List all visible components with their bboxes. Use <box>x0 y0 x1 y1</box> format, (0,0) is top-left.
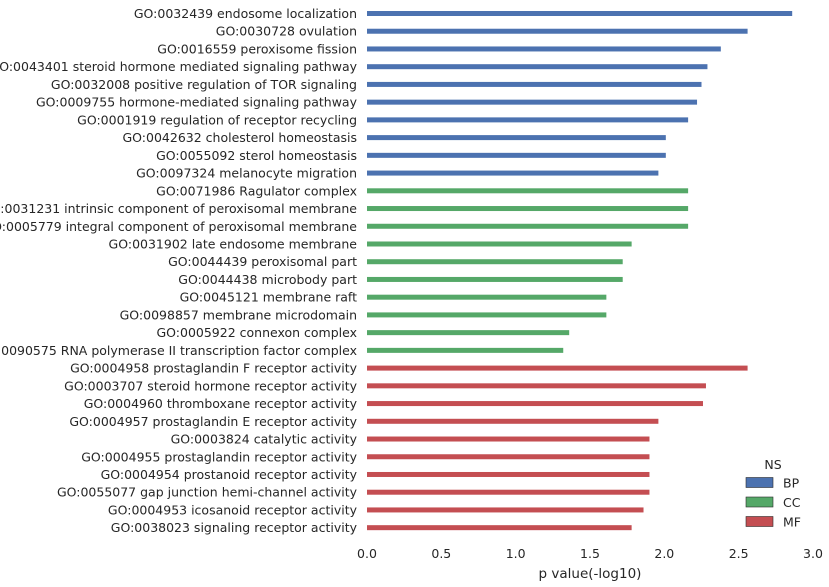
bar-mf <box>367 401 703 407</box>
bar-cc <box>367 223 689 229</box>
category-label: GO:0044438 microbody part <box>178 272 357 287</box>
x-tick-label: 1.0 <box>506 546 526 561</box>
x-tick-label: 2.5 <box>729 546 749 561</box>
bar-cc <box>367 188 689 194</box>
category-label: GO:0004960 thromboxane receptor activity <box>84 396 358 411</box>
category-label: GO:0031902 late endosome membrane <box>109 236 358 251</box>
category-label: GO:0098857 membrane microdomain <box>120 307 357 322</box>
category-label: GO:0055077 gap junction hemi-channel act… <box>57 485 358 500</box>
x-tick-label: 0.5 <box>431 546 451 561</box>
bar-bp <box>367 99 698 105</box>
category-label: GO:0004958 prostaglandin F receptor acti… <box>70 361 358 376</box>
category-label: GO:0042632 cholesterol homeostasis <box>123 130 358 145</box>
category-label: GO:0071986 Ragulator complex <box>156 183 357 198</box>
category-label: GO:0003707 steroid hormone receptor acti… <box>64 378 357 393</box>
bar-cc <box>367 330 570 336</box>
x-tick-label: 1.5 <box>580 546 600 561</box>
category-label: GO:0004953 icosanoid receptor activity <box>108 502 358 517</box>
bar-mf <box>367 365 748 371</box>
category-label: GO:0005779 integral component of peroxis… <box>0 219 357 234</box>
category-label: GO:0016559 peroxisome fission <box>157 41 357 56</box>
category-label: GO:0001919 regulation of receptor recycl… <box>77 112 357 127</box>
category-label: GO:0032008 positive regulation of TOR si… <box>51 77 357 92</box>
legend-swatch-cc <box>745 496 774 508</box>
bar-cc <box>367 206 689 212</box>
category-label: GO:0045121 membrane raft <box>180 290 358 305</box>
category-label: GO:0005922 connexon complex <box>156 325 357 340</box>
bars-layer <box>367 11 793 531</box>
bar-mf <box>367 471 650 477</box>
legend-swatch-mf <box>745 516 774 527</box>
bar-mf <box>367 418 659 424</box>
bar-mf <box>367 383 706 389</box>
category-label: GO:0090575 RNA polymerase II transcripti… <box>0 343 357 358</box>
x-axis-ticks: 0.0 0.5 1.0 1.5 2.0 2.5 3.0 <box>357 546 823 561</box>
bar-mf <box>367 436 650 442</box>
category-label: GO:0004955 prostaglandin receptor activi… <box>81 449 357 464</box>
bar-cc <box>367 347 564 353</box>
bar-bp <box>367 64 708 70</box>
bar-bp <box>367 11 793 16</box>
category-label: GO:0031231 intrinsic component of peroxi… <box>0 201 357 216</box>
bar-mf <box>367 525 632 531</box>
x-axis-title: p value(-log10) <box>539 566 642 582</box>
bar-bp <box>367 46 721 52</box>
bar-cc <box>367 294 607 300</box>
bar-bp <box>367 170 659 176</box>
x-tick-label: 3.0 <box>803 546 823 561</box>
category-label: GO:0055092 sterol homeostasis <box>156 148 357 163</box>
bar-mf <box>367 489 650 495</box>
category-label: GO:0009755 hormone-mediated signaling pa… <box>36 95 358 110</box>
legend: NS BP CC MF <box>745 457 801 530</box>
category-label: GO:0043401 steroid hormone mediated sign… <box>0 59 358 74</box>
category-label: GO:0038023 signaling receptor activity <box>111 520 358 535</box>
x-tick-label: 0.0 <box>357 546 377 561</box>
legend-label-cc: CC <box>783 495 801 510</box>
category-label: GO:0004957 prostaglandin E receptor acti… <box>69 414 357 429</box>
bar-bp <box>367 135 666 141</box>
bar-bp <box>367 117 689 123</box>
bar-bp <box>367 152 666 158</box>
bar-cc <box>367 276 623 282</box>
bar-mf <box>367 454 650 460</box>
legend-swatch-bp <box>745 477 774 488</box>
category-label: GO:0097324 melanocyte migration <box>136 166 357 181</box>
legend-label-mf: MF <box>783 515 801 530</box>
legend-label-bp: BP <box>783 476 800 491</box>
category-label: GO:0030728 ovulation <box>216 24 357 39</box>
category-label: GO:0044439 peroxisomal part <box>168 254 357 269</box>
bar-mf <box>367 507 644 513</box>
bar-cc <box>367 259 623 265</box>
bar-cc <box>367 312 607 318</box>
category-label: GO:0003824 catalytic activity <box>171 432 358 447</box>
category-label: GO:0032439 endosome localization <box>134 6 357 21</box>
category-labels: GO:0032439 endosome localization GO:00307… <box>0 6 358 535</box>
category-label: GO:0004954 prostanoid receptor activity <box>101 467 358 482</box>
bar-bp <box>367 81 702 87</box>
legend-title: NS <box>764 457 781 472</box>
legend-entries: BP CC MF <box>745 476 801 530</box>
bar-cc <box>367 241 632 247</box>
bar-bp <box>367 28 748 34</box>
x-tick-label: 2.0 <box>654 546 674 561</box>
